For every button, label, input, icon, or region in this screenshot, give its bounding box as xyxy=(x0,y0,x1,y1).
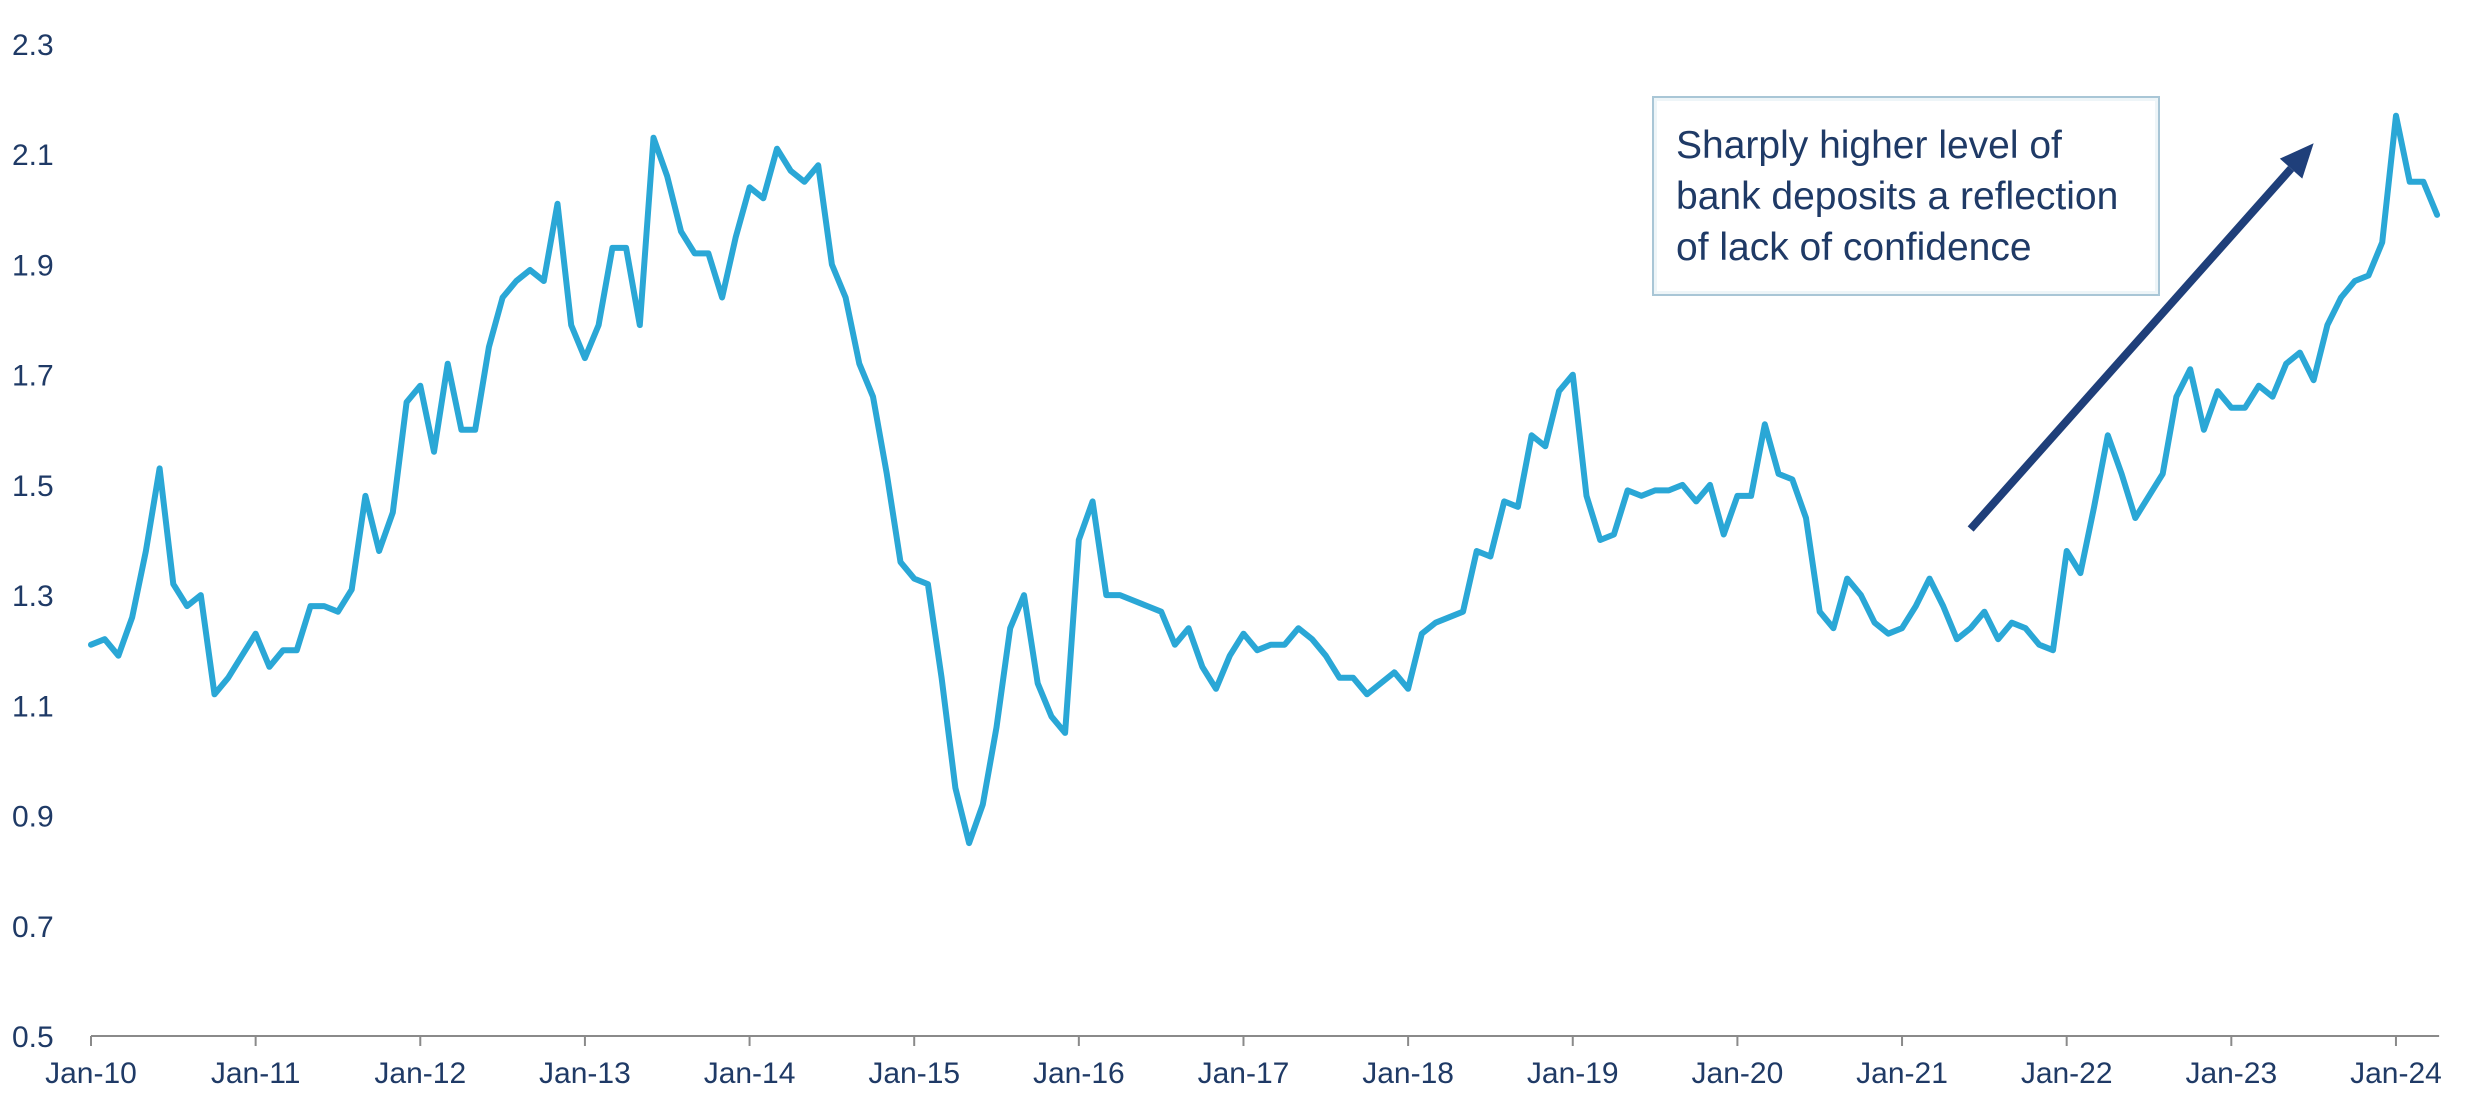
x-tick-label: Jan-21 xyxy=(1856,1057,1948,1090)
x-tick-label: Jan-22 xyxy=(2021,1057,2113,1090)
x-tick-label: Jan-19 xyxy=(1527,1057,1619,1090)
y-tick-label: 0.9 xyxy=(12,801,54,834)
y-tick-label: 1.1 xyxy=(12,690,54,723)
series-line xyxy=(88,112,2441,847)
y-tick-label: 0.5 xyxy=(12,1021,54,1054)
annotation-text: Sharply higher level of bank deposits a … xyxy=(1676,124,2119,269)
y-tick-label: 2.3 xyxy=(12,29,54,62)
y-tick-label: 2.1 xyxy=(12,139,54,172)
x-tick-label: Jan-11 xyxy=(211,1057,301,1090)
annotation-arrow-layer xyxy=(1967,143,2314,532)
x-tick-label: Jan-18 xyxy=(1362,1057,1454,1090)
x-tick-label: Jan-17 xyxy=(1198,1057,1290,1090)
y-tick-label: 0.7 xyxy=(12,911,54,944)
x-tick-label: Jan-10 xyxy=(45,1057,137,1090)
y-tick-label: 1.3 xyxy=(12,580,54,613)
series-layer xyxy=(88,112,2441,847)
annotation-box: Sharply higher level of bank deposits a … xyxy=(1652,96,2160,296)
x-tick-label: Jan-12 xyxy=(374,1057,466,1090)
x-tick-label: Jan-24 xyxy=(2350,1057,2442,1090)
y-tick-label: 1.5 xyxy=(12,470,54,503)
x-axis-tick-labels: Jan-10 Jan-11 Jan-12 Jan-13 Jan-14 Jan-15 Jan-… xyxy=(45,1057,2442,1090)
x-tick-label: Jan-13 xyxy=(539,1057,631,1090)
x-tick-label: Jan-16 xyxy=(1033,1057,1125,1090)
x-tick-label: Jan-20 xyxy=(1692,1057,1784,1090)
x-axis xyxy=(90,1035,2440,1046)
y-axis-tick-labels: 0.5 0.7 0.9 1.1 1.3 1.5 1.7 1.9 2.1 2.3 xyxy=(12,29,54,1054)
annotation-arrow-shaft xyxy=(1967,165,2295,532)
y-tick-label: 1.9 xyxy=(12,249,54,282)
annotation-arrow-head xyxy=(2279,143,2314,179)
x-tick-label: Jan-14 xyxy=(704,1057,796,1090)
x-tick-label: Jan-23 xyxy=(2185,1057,2277,1090)
y-tick-label: 1.7 xyxy=(12,360,54,393)
x-tick-label: Jan-15 xyxy=(868,1057,960,1090)
